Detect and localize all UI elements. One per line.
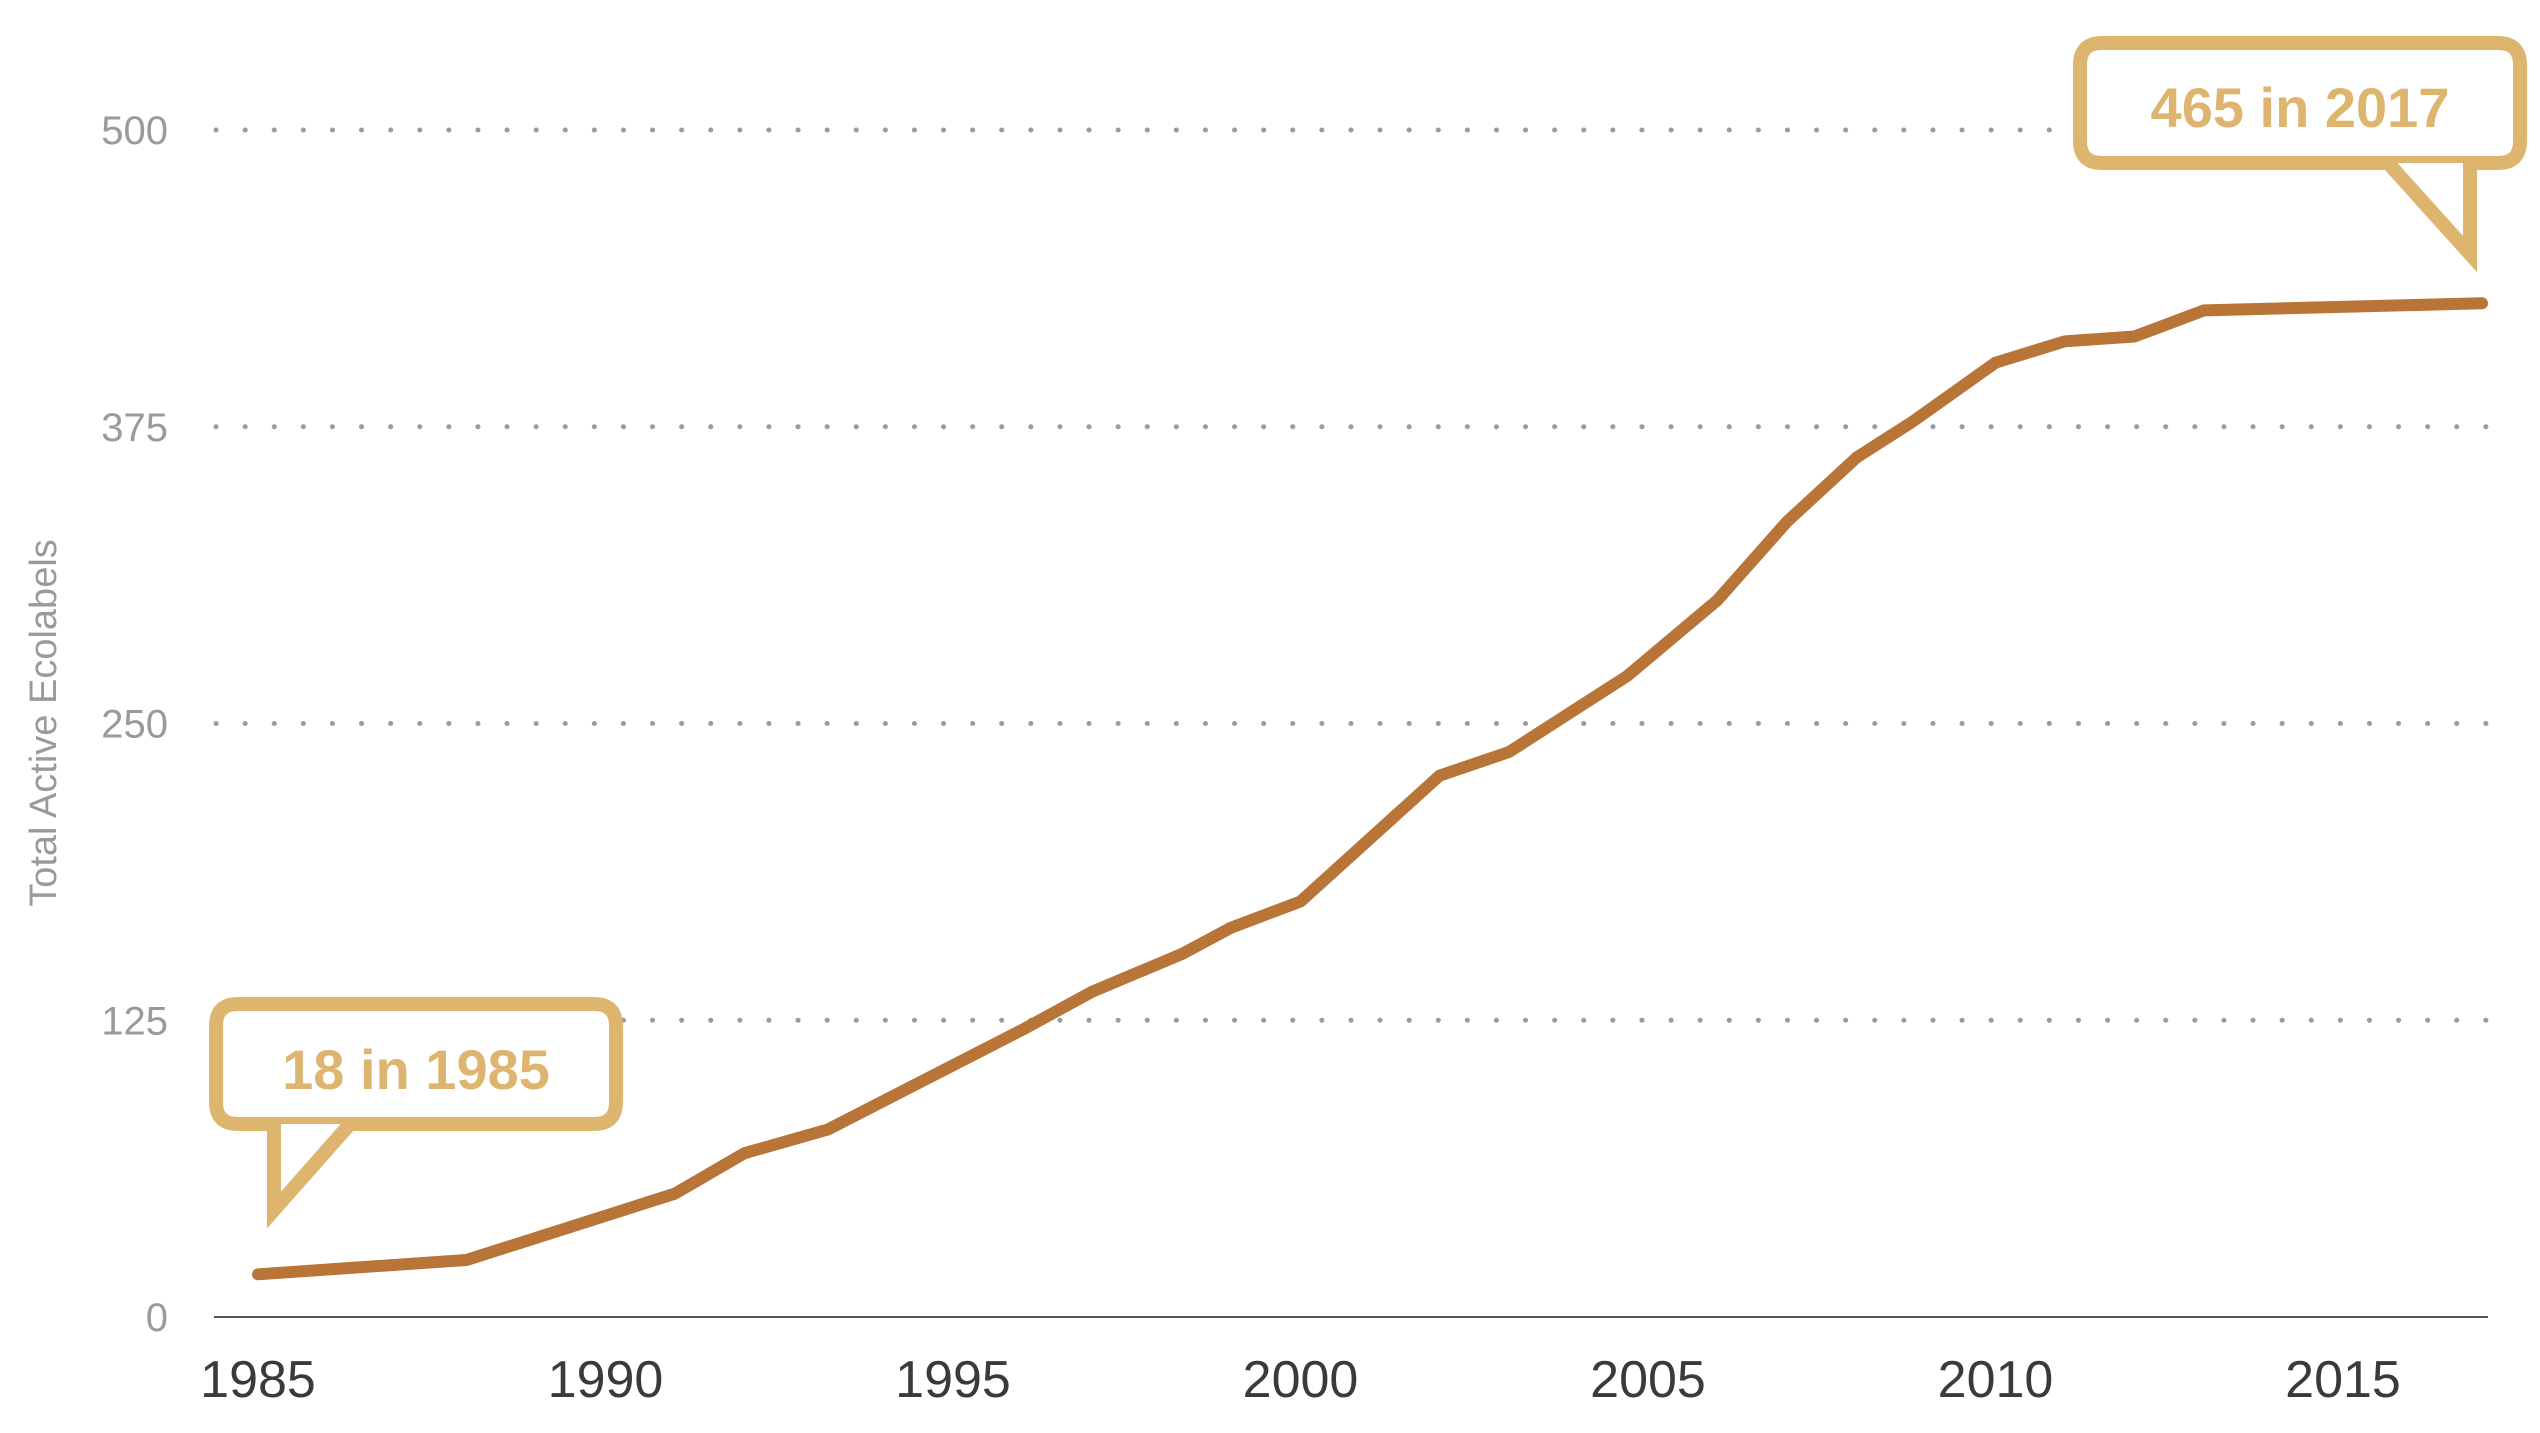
x-tick-label-1995: 1995 — [895, 1351, 1011, 1409]
data-point-12 — [1621, 670, 1633, 682]
data-point-4 — [822, 1123, 834, 1135]
data-point-9 — [1295, 896, 1307, 908]
x-tick-label-2000: 2000 — [1243, 1351, 1359, 1409]
data-point-8 — [1225, 922, 1237, 934]
data-point-21 — [2476, 297, 2488, 309]
y-tick-label-500: 500 — [101, 109, 168, 153]
data-point-17 — [1990, 357, 2002, 369]
data-point-3 — [739, 1147, 751, 1159]
data-point-18 — [2059, 335, 2071, 347]
data-point-15 — [1851, 452, 1863, 464]
data-point-20 — [2198, 304, 2210, 316]
data-point-6 — [1086, 986, 1098, 998]
y-tick-label-250: 250 — [101, 703, 168, 747]
series-line — [252, 297, 2488, 1281]
y-tick-label-0: 0 — [146, 1296, 168, 1340]
y-tick-label-125: 125 — [101, 999, 168, 1043]
x-tick-label-1985: 1985 — [200, 1351, 316, 1409]
x-tick-label-2005: 2005 — [1590, 1351, 1706, 1409]
data-point-13 — [1712, 594, 1724, 606]
callout-end-text: 465 in 2017 — [2151, 76, 2450, 139]
data-point-10 — [1434, 770, 1446, 782]
y-tick-label-375: 375 — [101, 406, 168, 450]
data-point-2 — [669, 1188, 681, 1200]
data-point-0 — [252, 1268, 264, 1280]
x-tick-label-1990: 1990 — [548, 1351, 664, 1409]
callout-end-tail — [2382, 158, 2477, 273]
data-point-1 — [461, 1254, 473, 1266]
data-point-5 — [1017, 1024, 1029, 1036]
data-point-16 — [1906, 416, 1918, 428]
callout-end-box — [2073, 36, 2527, 170]
x-tick-label-2015: 2015 — [2285, 1351, 2401, 1409]
y-axis-label: Total Active Ecolabels — [23, 539, 65, 907]
data-point-7 — [1176, 948, 1188, 960]
data-point-14 — [1781, 516, 1793, 528]
data-point-19 — [2129, 331, 2141, 343]
callout-start-box — [209, 997, 623, 1131]
x-tick-label-2010: 2010 — [1938, 1351, 2054, 1409]
callout-start-text: 18 in 1985 — [282, 1038, 550, 1101]
callout-start-tail — [267, 1119, 356, 1229]
data-point-11 — [1503, 746, 1515, 758]
